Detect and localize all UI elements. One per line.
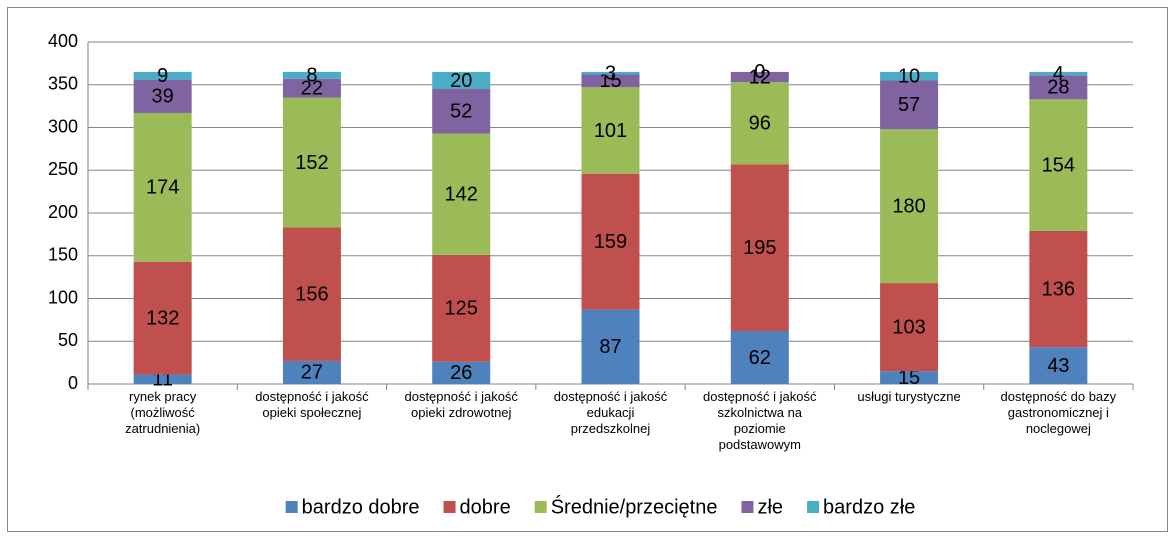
bar-segment xyxy=(730,330,789,384)
data-label: 9 xyxy=(157,65,168,87)
data-label: 136 xyxy=(1042,278,1075,300)
legend: bardzo dobre dobre Średnie/przeciętne złe ba… xyxy=(285,494,915,518)
data-label: 159 xyxy=(594,231,627,253)
y-tick-label: 200 xyxy=(48,202,78,222)
bar-segment xyxy=(880,71,939,81)
data-label: 101 xyxy=(594,120,627,142)
bar-segment xyxy=(282,78,341,98)
data-label: 27 xyxy=(301,362,323,384)
bar-segment xyxy=(880,129,939,284)
data-label: 12 xyxy=(749,66,771,88)
x-tick-label: usługi turystyczne xyxy=(857,389,960,404)
bar-segment xyxy=(880,80,939,130)
bar-segment xyxy=(581,74,640,88)
data-label: 87 xyxy=(599,336,621,358)
legend-swatch xyxy=(285,501,298,513)
bar-segment xyxy=(432,71,491,90)
data-label: 52 xyxy=(450,101,472,123)
data-label: 174 xyxy=(146,177,179,199)
y-tick-label: 100 xyxy=(48,287,78,307)
legend-label: bardzo dobre xyxy=(302,496,420,518)
bar-segment xyxy=(1029,75,1088,100)
bar-segment xyxy=(282,360,341,384)
bar-segment xyxy=(730,82,789,165)
bar-segment xyxy=(432,89,491,134)
bar-segment xyxy=(432,361,491,384)
data-label: 152 xyxy=(295,152,328,174)
data-label: 15 xyxy=(898,367,920,389)
data-label: 22 xyxy=(301,77,323,99)
legend-label: bardzo złe xyxy=(823,496,915,518)
bar-segment xyxy=(581,309,640,384)
data-label: 39 xyxy=(152,86,174,108)
data-label: 154 xyxy=(1042,154,1075,176)
bar-segment xyxy=(432,254,491,362)
bar-segment xyxy=(880,371,939,384)
x-tick-label: dostępność i jakość szkolnictwa na poziomi… xyxy=(703,389,817,452)
x-tick-label: dostępność i jakość edukacji przedszkolnej xyxy=(554,389,668,436)
data-label: 0 xyxy=(754,61,765,83)
bar-segment xyxy=(581,71,640,75)
bar-segment xyxy=(880,283,939,372)
bar-segment xyxy=(432,133,491,255)
data-label: 43 xyxy=(1047,355,1069,377)
y-tick-label: 350 xyxy=(48,74,78,94)
data-label: 20 xyxy=(450,70,472,92)
data-label: 103 xyxy=(892,316,925,338)
data-label: 62 xyxy=(749,347,771,369)
data-label: 28 xyxy=(1047,77,1069,99)
data-label: 10 xyxy=(898,65,920,87)
legend-label: złe xyxy=(757,496,783,518)
legend-swatch xyxy=(807,501,820,513)
bar-segment xyxy=(730,164,789,331)
data-label: 125 xyxy=(445,298,478,320)
bar-segment xyxy=(581,87,640,174)
legend-swatch xyxy=(741,501,754,513)
bar-segment xyxy=(730,71,789,83)
bar-segment xyxy=(133,374,192,384)
y-tick-label: 150 xyxy=(48,245,78,265)
data-label: 142 xyxy=(445,183,478,205)
y-tick-label: 50 xyxy=(58,330,78,350)
data-label: 57 xyxy=(898,94,920,116)
data-label: 132 xyxy=(146,307,179,329)
data-label: 156 xyxy=(295,284,328,306)
bar-segment xyxy=(282,227,341,361)
data-label: 15 xyxy=(599,70,621,92)
bar-segment xyxy=(1029,71,1088,76)
data-label: 26 xyxy=(450,362,472,384)
legend-swatch xyxy=(534,501,547,513)
x-tick-label: dostępność do bazy gastronomicznej i nocle… xyxy=(1001,389,1117,436)
y-tick-label: 250 xyxy=(48,159,78,179)
y-tick-label: 0 xyxy=(68,373,78,393)
bar-segment xyxy=(581,173,640,310)
bar-segment xyxy=(282,97,341,228)
bar-segment xyxy=(1029,347,1088,384)
bar-segment xyxy=(133,71,192,80)
bar-segment xyxy=(282,71,341,79)
data-label: 3 xyxy=(605,62,616,84)
x-tick-label: dostępność i jakość opieki zdrowotnej xyxy=(404,389,518,420)
x-tick-label: dostępność i jakość opieki społecznej xyxy=(255,389,369,420)
legend-label: Średnie/przeciętne xyxy=(551,494,718,518)
bar-segment xyxy=(133,79,192,113)
data-label: 4 xyxy=(1053,63,1064,85)
data-label: 180 xyxy=(892,195,925,217)
data-label: 8 xyxy=(306,65,317,87)
data-label: 195 xyxy=(743,237,776,259)
data-label: 96 xyxy=(749,113,771,135)
y-tick-label: 300 xyxy=(48,116,78,136)
x-tick-label: rynek pracy (możliwość zatrudnienia) xyxy=(125,389,200,436)
legend-swatch xyxy=(443,501,456,513)
bar-segment xyxy=(133,112,192,262)
legend-label: dobre xyxy=(460,496,511,518)
y-tick-label: 400 xyxy=(48,31,78,51)
bar-segment xyxy=(133,261,192,375)
bar-segment xyxy=(1029,230,1088,348)
bar-segment xyxy=(1029,99,1088,231)
